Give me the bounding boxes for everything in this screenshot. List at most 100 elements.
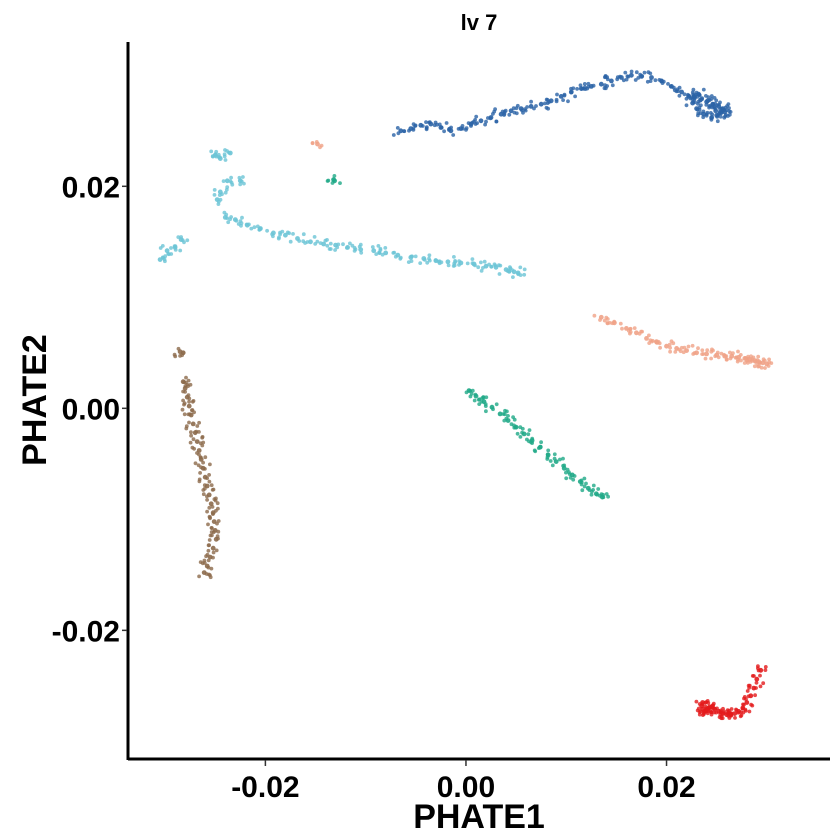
data-point — [533, 449, 538, 454]
data-point — [511, 275, 515, 279]
data-point — [198, 455, 203, 460]
data-point — [668, 345, 672, 350]
data-point — [552, 456, 557, 461]
data-point — [523, 108, 528, 113]
data-point — [675, 87, 680, 92]
data-point — [501, 412, 506, 416]
data-point — [527, 428, 532, 432]
data-point — [498, 263, 503, 268]
scatter-points — [157, 69, 774, 721]
data-point — [682, 345, 687, 350]
data-point — [511, 106, 516, 111]
data-point — [378, 248, 383, 253]
data-point — [473, 122, 478, 126]
data-point — [424, 120, 428, 124]
data-point — [377, 251, 382, 256]
data-point — [704, 103, 709, 107]
data-point — [700, 702, 705, 706]
data-point — [479, 260, 483, 265]
data-point — [160, 244, 165, 248]
data-point — [483, 263, 489, 269]
data-point — [487, 262, 491, 267]
data-point — [743, 356, 748, 360]
data-point — [204, 572, 209, 576]
data-point — [184, 375, 188, 380]
data-point — [554, 99, 559, 104]
data-point — [494, 119, 499, 124]
data-point — [187, 399, 192, 404]
data-point — [341, 242, 345, 247]
data-point — [726, 714, 731, 718]
data-point — [492, 262, 497, 267]
data-point — [522, 267, 527, 272]
data-point — [457, 263, 461, 267]
data-point — [211, 512, 215, 516]
data-point — [186, 403, 192, 409]
data-point — [739, 710, 743, 715]
data-point — [510, 268, 515, 272]
data-point — [668, 349, 672, 354]
data-point — [603, 83, 607, 88]
data-point — [189, 433, 194, 438]
data-point — [718, 710, 723, 714]
data-point — [634, 330, 639, 336]
data-point — [200, 561, 205, 566]
data-point — [598, 81, 604, 87]
data-point — [383, 246, 388, 250]
data-point — [222, 210, 227, 215]
data-point — [411, 126, 416, 131]
data-point — [474, 114, 479, 119]
data-point — [497, 411, 503, 417]
data-point — [605, 317, 610, 321]
data-point — [648, 338, 653, 343]
data-point — [715, 115, 720, 119]
data-point — [750, 703, 755, 708]
data-point — [605, 75, 609, 80]
data-point — [561, 456, 565, 461]
data-point — [452, 263, 457, 268]
data-point — [338, 181, 342, 186]
data-point — [214, 508, 218, 513]
data-point — [526, 432, 531, 437]
data-point — [754, 676, 760, 682]
data-point — [491, 407, 495, 412]
data-point — [217, 193, 222, 198]
data-point — [719, 714, 724, 719]
data-point — [186, 412, 191, 417]
data-point — [476, 265, 481, 270]
data-point — [691, 87, 696, 92]
data-point — [456, 126, 461, 131]
data-point — [211, 550, 216, 555]
data-point — [208, 462, 212, 467]
data-point — [548, 459, 553, 463]
x-tick-label: 0.02 — [637, 771, 695, 804]
data-point — [647, 333, 651, 338]
data-point — [660, 81, 665, 85]
data-point — [697, 107, 702, 112]
data-point — [530, 436, 535, 441]
data-point — [709, 356, 713, 361]
x-axis-label: PHATE1 — [413, 798, 545, 836]
data-point — [413, 123, 418, 128]
data-point — [210, 526, 214, 530]
data-point — [488, 116, 493, 121]
data-point — [211, 555, 215, 560]
data-point — [439, 260, 444, 265]
data-point — [664, 343, 669, 349]
data-point — [402, 129, 407, 134]
data-point — [183, 384, 188, 388]
data-point — [583, 87, 588, 91]
data-point — [750, 674, 755, 678]
data-point — [410, 254, 414, 259]
data-point — [582, 82, 587, 86]
data-point — [763, 665, 768, 669]
data-point — [718, 110, 724, 116]
data-point — [215, 501, 220, 506]
data-point — [705, 348, 710, 353]
data-point — [188, 440, 193, 445]
data-point — [444, 121, 449, 125]
data-point — [242, 181, 246, 186]
data-point — [283, 232, 288, 238]
data-point — [747, 709, 752, 714]
